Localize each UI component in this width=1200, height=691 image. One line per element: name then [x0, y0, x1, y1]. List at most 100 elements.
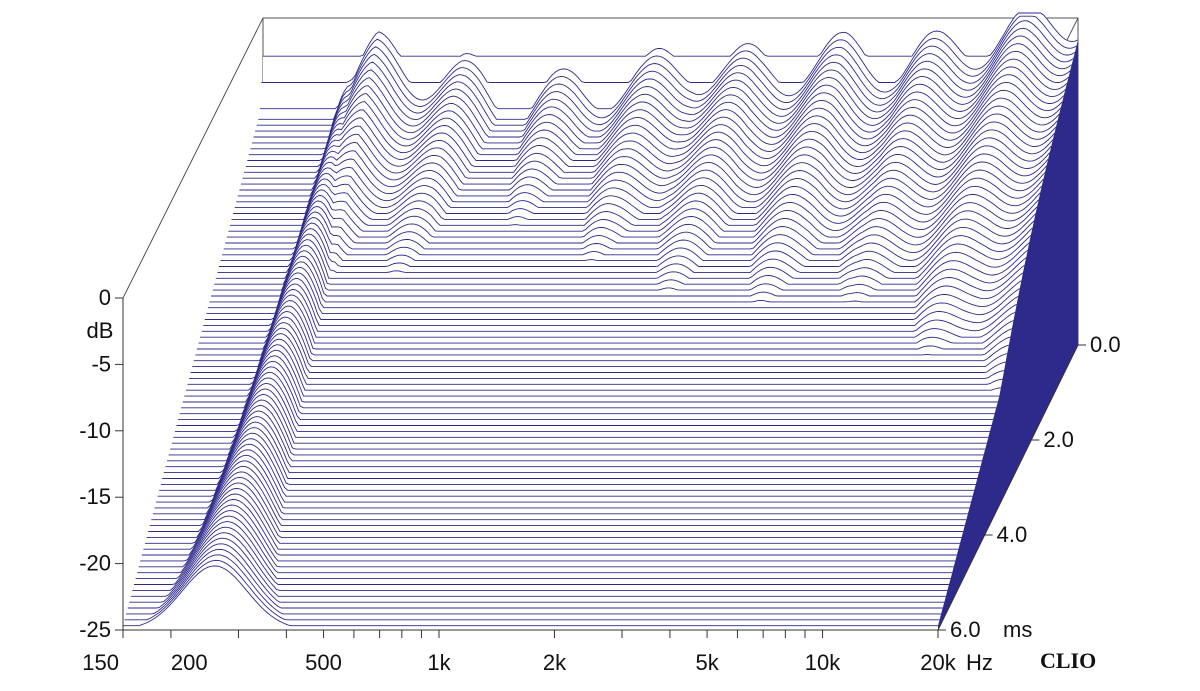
slice-line — [200, 294, 1016, 338]
slice-line — [252, 58, 1068, 144]
slice-line — [198, 300, 1014, 344]
slice-line — [222, 206, 1038, 256]
slice-line — [143, 493, 959, 550]
y-tick-label: 0 — [99, 285, 111, 310]
z-tick-label: 6.0 — [950, 617, 981, 642]
slice-line — [223, 199, 1040, 250]
slice-line — [184, 349, 1000, 397]
slice-line — [163, 421, 979, 474]
x-tick-label: 1k — [427, 650, 451, 675]
slice-line — [190, 327, 1006, 373]
slice-line — [145, 488, 960, 544]
slice-line — [236, 137, 1052, 203]
x-tick-label: 10k — [805, 650, 841, 675]
slice-line — [206, 272, 1022, 315]
slice-line — [231, 161, 1047, 220]
slice-line — [228, 177, 1044, 232]
slice-line — [157, 443, 973, 497]
z-axis-unit: ms — [1003, 617, 1032, 642]
slice-line — [263, 12, 1079, 57]
slice-line — [204, 277, 1021, 320]
slice-line — [225, 192, 1041, 244]
z-axis-ticks: 0.0 2.0 4.0 6.0 — [938, 332, 1121, 642]
slice-fill — [132, 532, 948, 611]
slice-line — [261, 15, 1077, 83]
slice-line — [242, 105, 1058, 179]
slice-line — [219, 220, 1035, 267]
z-tick-label: 4.0 — [997, 522, 1028, 547]
x-tick-label: 5k — [695, 650, 719, 675]
slice-line — [162, 427, 978, 479]
slice-line — [201, 288, 1017, 332]
slice-line — [211, 255, 1027, 297]
slice-line — [259, 20, 1076, 110]
y-tick-label: -10 — [79, 418, 111, 443]
slice-line — [151, 465, 967, 521]
slice-line — [230, 169, 1046, 226]
slice-line — [189, 333, 1005, 379]
slice-line — [195, 311, 1011, 356]
slice-line — [244, 97, 1060, 173]
slice-line — [152, 460, 968, 515]
waterfall-slices — [123, 12, 1079, 630]
y-tick-label: -5 — [91, 351, 111, 376]
slice-line — [256, 35, 1072, 126]
slice-line — [141, 499, 957, 556]
slice-line — [167, 410, 982, 462]
slice-line — [182, 355, 998, 403]
y-axis-ticks: 0 -5 -10 -15 -20 -25 — [79, 285, 123, 642]
slice-line — [245, 89, 1062, 167]
slice-line — [215, 235, 1032, 279]
slice-line — [165, 416, 981, 468]
slice-line — [132, 532, 948, 591]
slice-line — [148, 476, 964, 532]
slice-line — [149, 471, 965, 527]
slice-line — [248, 74, 1065, 156]
slice-line — [134, 526, 949, 585]
slice-line — [168, 405, 984, 456]
slice-line — [174, 382, 990, 432]
box-top-left-edge — [122, 17, 264, 299]
slice-line — [138, 510, 954, 568]
slice-line — [226, 185, 1043, 238]
slice-line — [130, 537, 946, 597]
slice-line — [217, 227, 1033, 273]
slice-line — [160, 432, 976, 485]
slice-line — [170, 399, 986, 450]
slice-line — [203, 283, 1019, 326]
x-tick-label: 2k — [543, 650, 567, 675]
slice-line — [179, 366, 995, 415]
x-axis-unit: Hz — [966, 650, 993, 675]
slice-line — [214, 242, 1030, 285]
slice-line — [247, 81, 1063, 161]
slice-line — [241, 113, 1057, 185]
y-axis-unit: dB — [87, 318, 114, 343]
slice-line — [233, 153, 1049, 214]
slice-line — [234, 145, 1051, 209]
slice-line — [129, 543, 945, 603]
slice-line — [124, 559, 940, 621]
slice-line — [146, 482, 962, 538]
slice-line — [156, 449, 971, 503]
z-tick-label: 0.0 — [1090, 332, 1121, 357]
slice-line — [135, 521, 951, 580]
x-tick-label: 150 — [82, 650, 119, 675]
slice-line — [154, 454, 970, 509]
slice-fill — [134, 527, 949, 608]
slice-line — [140, 504, 956, 562]
slice-fill — [123, 565, 938, 630]
slice-line — [255, 43, 1071, 132]
slice-line — [212, 249, 1028, 291]
slice-line — [123, 565, 938, 627]
y-tick-label: -20 — [79, 551, 111, 576]
slice-line — [193, 316, 1009, 362]
slice-line — [196, 305, 1013, 350]
y-tick-label: -15 — [79, 484, 111, 509]
slice-line — [137, 515, 953, 574]
z-axis-line — [937, 344, 1079, 631]
slice-line — [258, 27, 1074, 120]
slice-line — [171, 394, 987, 444]
slice-line — [173, 388, 989, 438]
slice-fill — [135, 521, 951, 605]
slice-line — [239, 121, 1055, 191]
